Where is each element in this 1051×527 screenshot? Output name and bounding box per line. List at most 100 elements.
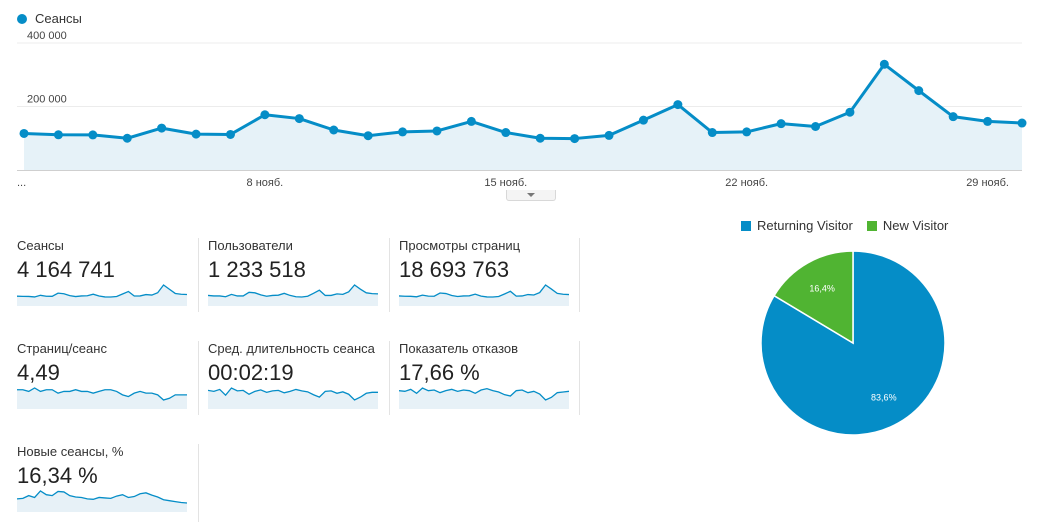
- data-point[interactable]: [914, 86, 924, 96]
- data-point[interactable]: [983, 116, 993, 126]
- data-point[interactable]: [260, 110, 270, 120]
- data-point[interactable]: [225, 129, 235, 139]
- sparkline-area: [208, 285, 378, 306]
- data-point[interactable]: [88, 130, 98, 140]
- data-point[interactable]: [707, 128, 717, 138]
- metric-divider: [579, 238, 580, 312]
- metric-card[interactable]: Просмотры страниц 18 693 763: [399, 238, 571, 318]
- data-point[interactable]: [191, 129, 201, 139]
- pie-legend-item-returning[interactable]: Returning Visitor: [741, 218, 853, 233]
- sparkline-area: [399, 285, 569, 306]
- metric-card[interactable]: Сеансы 4 164 741: [17, 238, 189, 318]
- sparkline-line: [208, 284, 379, 298]
- sparkline-line: [399, 284, 570, 298]
- returning-swatch: [741, 220, 751, 231]
- data-point[interactable]: [673, 100, 683, 110]
- metric-value: 1 233 518: [208, 257, 306, 282]
- data-point[interactable]: [1017, 118, 1027, 128]
- pie-slice-label: 83,6%: [871, 392, 897, 402]
- data-point[interactable]: [329, 125, 339, 135]
- legend-series-label: Сеансы: [35, 11, 82, 26]
- sparkline-line: [17, 387, 187, 401]
- visitor-pie-chart: 83,6% 16,4%: [760, 250, 946, 436]
- metric-divider: [198, 341, 199, 415]
- sparkline-line: [17, 490, 188, 504]
- y-tick-label: 200 000: [27, 94, 67, 106]
- legend-dot-icon: [17, 13, 27, 24]
- metric-card[interactable]: Сред. длительность сеанса 00:02:19: [208, 341, 380, 421]
- data-point[interactable]: [466, 116, 476, 126]
- sessions-line-chart: 400 000 200 000... 8 нояб. 15 нояб. 22 нояб.…: [17, 30, 1027, 189]
- metric-value: 00:02:19: [208, 360, 294, 385]
- sparkline-area: [399, 388, 569, 409]
- metric-sparkline: [17, 284, 188, 306]
- data-point[interactable]: [776, 119, 786, 129]
- data-point[interactable]: [638, 115, 648, 125]
- metric-divider: [389, 238, 390, 312]
- data-point[interactable]: [432, 126, 442, 136]
- collapse-chart-button[interactable]: [506, 190, 556, 201]
- data-point[interactable]: [604, 130, 614, 140]
- metric-card[interactable]: Пользователи 1 233 518: [208, 238, 380, 318]
- metric-label: Новые сеансы, %: [17, 444, 124, 459]
- new-swatch: [866, 220, 877, 231]
- metric-sparkline: [17, 387, 187, 409]
- metric-card[interactable]: Показатель отказов 17,66 %: [399, 341, 571, 421]
- metric-sparkline: [17, 490, 188, 512]
- data-point[interactable]: [398, 127, 408, 137]
- metric-divider: [579, 341, 580, 415]
- data-point[interactable]: [948, 112, 958, 122]
- data-point[interactable]: [535, 133, 545, 143]
- main-chart-legend[interactable]: Сеансы: [17, 11, 82, 26]
- sparkline-line: [17, 284, 188, 298]
- sessions-area: [24, 64, 1022, 170]
- x-tick-label: 22 нояб.: [725, 177, 768, 189]
- metric-label: Сеансы: [17, 238, 64, 253]
- data-point[interactable]: [879, 59, 889, 69]
- data-point[interactable]: [19, 128, 29, 138]
- data-point[interactable]: [845, 107, 855, 117]
- data-point[interactable]: [570, 134, 580, 144]
- data-point[interactable]: [157, 123, 167, 133]
- data-point[interactable]: [53, 130, 63, 140]
- metric-label: Пользователи: [208, 238, 293, 253]
- data-point[interactable]: [122, 133, 132, 143]
- metric-card[interactable]: Новые сеансы, % 16,34 %: [17, 444, 189, 524]
- metric-value: 16,34 %: [17, 463, 98, 488]
- metric-card[interactable]: Страниц/сеанс 4,49: [17, 341, 189, 421]
- sparkline-line: [208, 387, 378, 401]
- pie-legend-item-new[interactable]: New Visitor: [866, 218, 948, 233]
- metric-value: 4 164 741: [17, 257, 115, 282]
- data-point[interactable]: [363, 131, 373, 141]
- sparkline-line: [399, 387, 570, 401]
- data-point[interactable]: [742, 127, 752, 137]
- x-tick-label: 15 нояб.: [484, 177, 527, 189]
- sparkline-area: [17, 491, 187, 512]
- metric-value: 17,66 %: [399, 360, 480, 385]
- metric-sparkline: [399, 387, 570, 409]
- returning-label: Returning Visitor: [757, 218, 853, 233]
- sparkline-area: [17, 285, 187, 306]
- metric-sparkline: [399, 284, 570, 306]
- metric-value: 18 693 763: [399, 257, 510, 282]
- metric-divider: [198, 238, 199, 312]
- metric-sparkline: [208, 284, 379, 306]
- pie-legend: Returning Visitor New Visitor: [741, 218, 962, 233]
- data-point[interactable]: [501, 128, 511, 138]
- metric-label: Страниц/сеанс: [17, 341, 107, 356]
- metric-sparkline: [208, 387, 378, 409]
- x-tick-label: 8 нояб.: [247, 177, 284, 189]
- metric-label: Показатель отказов: [399, 341, 519, 356]
- y-tick-label: 400 000: [27, 30, 67, 42]
- metric-divider: [389, 341, 390, 415]
- metric-divider: [198, 444, 199, 522]
- x-tick-label: 29 нояб.: [966, 177, 1009, 189]
- x-tick-label: ...: [17, 177, 26, 189]
- metric-label: Просмотры страниц: [399, 238, 521, 253]
- data-point[interactable]: [811, 122, 821, 132]
- metric-label: Сред. длительность сеанса: [208, 341, 375, 356]
- sessions-line: [23, 62, 1023, 141]
- pie-slice[interactable]: [773, 250, 854, 345]
- metric-value: 4,49: [17, 360, 60, 385]
- data-point[interactable]: [294, 114, 304, 124]
